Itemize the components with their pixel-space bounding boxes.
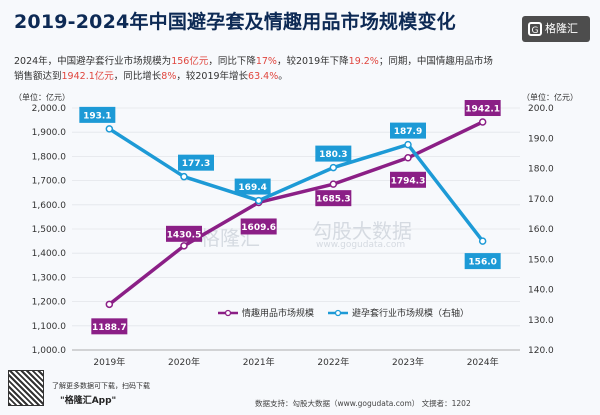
- data-label: 187.9: [394, 127, 422, 137]
- watermark-url: www.gogudata.com: [316, 240, 406, 250]
- data-point: [254, 196, 263, 205]
- data-point: [404, 154, 412, 162]
- subtitle-text: ；同期，中国情趣用品市场: [378, 56, 493, 67]
- subtitle-text: 。: [278, 71, 288, 82]
- qr-caption: 了解更多数据可下载，扫码下载: [52, 382, 150, 390]
- subtitle-text: ，同比增长: [113, 71, 162, 82]
- data-point: [404, 140, 412, 149]
- subtitle-text: 2024年，中国避孕套行业市场规模为: [14, 56, 172, 67]
- x-tick: 2020年: [168, 356, 200, 368]
- y-tick-right: 180.0: [528, 165, 554, 175]
- left-axis-unit: （单位：亿元）: [14, 92, 70, 102]
- data-label: 1609.6: [241, 223, 276, 233]
- brand-logo: G 格隆汇: [522, 16, 590, 42]
- legend-label: 情趣用品市场规模: [242, 307, 314, 319]
- chart-title: 2019-2024年中国避孕套及情趣用品市场规模变化: [14, 11, 456, 33]
- y-tick-left: 1,600.0: [32, 201, 67, 211]
- data-label: 1188.7: [92, 323, 127, 333]
- data-label: 180.3: [319, 150, 347, 160]
- data-label-box: [390, 122, 426, 139]
- chart-subtitle: 2024年，中国避孕套行业市场规模为156亿元，同比下降17%，较2019年下降…: [14, 54, 574, 84]
- subtitle-highlight: 156亿元: [171, 56, 209, 67]
- subtitle-highlight: 17%: [255, 56, 277, 67]
- y-tick-left: 1,000.0: [32, 346, 67, 356]
- data-label-box: [315, 190, 352, 207]
- data-point: [105, 300, 114, 309]
- subtitle-highlight: 63.4%: [248, 71, 279, 82]
- data-point: [478, 118, 487, 126]
- y-tick-left: 1,100.0: [32, 322, 67, 332]
- subtitle-text: ，较2019年下降: [276, 56, 349, 67]
- y-tick-right: 140.0: [528, 286, 554, 296]
- qr-code: [8, 370, 44, 406]
- data-point: [478, 237, 487, 245]
- data-label-box: [178, 154, 214, 171]
- legend-marker: [334, 309, 342, 317]
- data-point: [180, 172, 188, 181]
- subtitle-highlight: 19.2%: [348, 56, 379, 67]
- subtitle-highlight: 1942.1亿元: [61, 71, 114, 82]
- data-label-box: [240, 218, 277, 235]
- y-tick-left: 1,200.0: [32, 298, 67, 308]
- subtitle-text: ，较2019年增长: [176, 71, 249, 82]
- data-label-box: [79, 106, 116, 123]
- y-tick-right: 190.0: [528, 134, 554, 144]
- subtitle-highlight: 8%: [161, 71, 177, 82]
- y-tick-left: 1,900.0: [32, 128, 67, 138]
- y-tick-right: 170.0: [528, 195, 554, 205]
- brand-label: 格隆汇: [545, 22, 578, 35]
- data-point: [329, 163, 338, 172]
- subtitle-text: ，同比下降: [208, 56, 256, 67]
- y-tick-left: 1,300.0: [32, 273, 67, 283]
- footer-source: 数据支持：勾股大数据（www.gogudata.com） 文撰者：1202: [255, 399, 471, 408]
- y-tick-left: 1,800.0: [32, 152, 67, 162]
- data-label: 193.1: [83, 111, 111, 121]
- y-tick-right: 150.0: [528, 255, 554, 265]
- data-label-box: [464, 100, 501, 117]
- y-tick-right: 130.0: [528, 316, 554, 326]
- x-tick: 2019年: [93, 356, 125, 368]
- y-tick-left: 1,400.0: [32, 249, 67, 259]
- legend-label: 避孕套行业市场规模（右轴）: [352, 307, 469, 319]
- watermark-text: 勾股大数据: [312, 219, 412, 243]
- data-label: 1430.5: [167, 230, 202, 240]
- data-label-box: [315, 145, 352, 162]
- x-tick: 2023年: [392, 356, 424, 368]
- x-tick: 2021年: [243, 356, 275, 368]
- g-logo-icon: G: [528, 22, 542, 36]
- y-tick-right: 200.0: [528, 104, 554, 114]
- data-point: [180, 242, 188, 250]
- data-label-box: [464, 253, 501, 270]
- y-tick-left: 1,500.0: [32, 225, 67, 235]
- right-axis-unit: （单位：亿元）: [522, 92, 578, 102]
- data-label: 1794.3: [391, 176, 426, 186]
- y-tick-left: 1,700.0: [32, 177, 67, 187]
- subtitle-text: 销售额达到: [14, 71, 62, 82]
- y-tick-right: 120.0: [528, 346, 554, 356]
- data-label-box: [166, 225, 202, 242]
- series-line-1: [108, 120, 484, 306]
- legend-marker: [224, 309, 232, 317]
- y-tick-left: 2,000.0: [32, 104, 67, 114]
- data-point: [329, 180, 338, 188]
- data-label: 1942.1: [465, 105, 500, 115]
- data-label-box: [390, 171, 426, 188]
- qr-app-name: "格隆汇App": [60, 396, 117, 406]
- data-label: 169.4: [238, 183, 266, 193]
- data-label: 177.3: [182, 159, 210, 169]
- data-label-box: [234, 178, 271, 195]
- series-line-2: [108, 127, 485, 243]
- data-label: 156.0: [468, 258, 496, 268]
- y-tick-right: 160.0: [528, 225, 554, 235]
- data-label: 1685.3: [316, 195, 351, 205]
- data-point: [105, 125, 114, 133]
- x-tick: 2022年: [317, 356, 349, 368]
- data-label-box: [91, 318, 128, 335]
- x-tick: 2024年: [467, 356, 499, 368]
